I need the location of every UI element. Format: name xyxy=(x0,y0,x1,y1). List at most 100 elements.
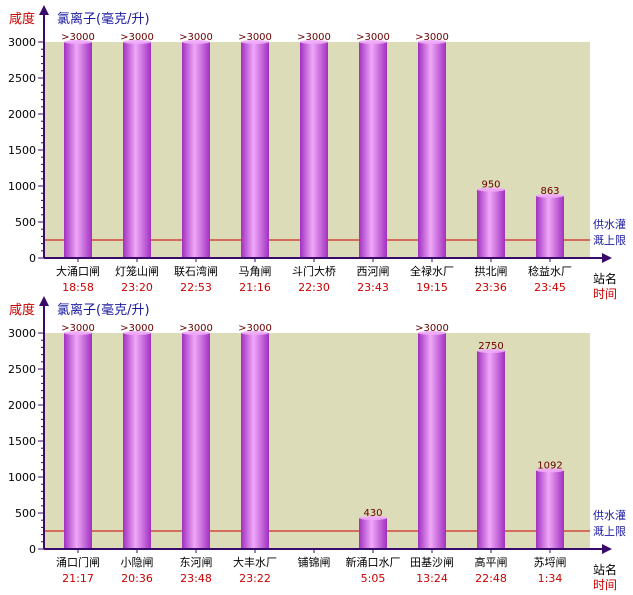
x-axis-title-station: 站名 xyxy=(593,271,617,286)
time-label: 20:36 xyxy=(121,572,153,585)
y-tick-label: 500 xyxy=(15,216,36,229)
time-label: 5:05 xyxy=(361,572,386,585)
x-tick-label: 全禄水厂 xyxy=(410,264,454,278)
bar xyxy=(418,42,446,258)
x-tick-label: 田基沙闸 xyxy=(410,556,454,569)
time-label: 21:17 xyxy=(62,572,94,585)
time-label: 13:24 xyxy=(416,572,448,585)
y-axis-title-left: 咸度 xyxy=(9,11,35,27)
data-label: >3000 xyxy=(415,323,449,334)
time-label: 18:58 xyxy=(62,281,94,294)
bar xyxy=(182,42,210,258)
bar-cap xyxy=(241,331,269,335)
threshold-label: 溉上限 xyxy=(593,234,626,247)
y-axis-title-right: 氯离子(毫克/升) xyxy=(57,302,150,318)
bar-cap xyxy=(300,40,328,44)
bar-cap xyxy=(418,40,446,44)
data-label: 430 xyxy=(363,508,382,519)
bar xyxy=(477,189,505,258)
bar xyxy=(359,518,387,549)
bar-cap xyxy=(359,40,387,44)
y-axis-arrow xyxy=(39,296,49,306)
data-label: >3000 xyxy=(61,32,95,43)
bar xyxy=(123,333,151,549)
data-label: >3000 xyxy=(120,32,154,43)
data-label: >3000 xyxy=(356,32,390,43)
y-tick-label: 1000 xyxy=(8,180,36,193)
bar-cap xyxy=(64,40,92,44)
bar xyxy=(241,42,269,258)
time-label: 21:16 xyxy=(239,281,271,294)
y-tick-label: 3000 xyxy=(8,327,36,340)
x-tick-label: 东河闸 xyxy=(180,556,213,569)
y-tick-label: 2000 xyxy=(8,108,36,121)
data-label: 863 xyxy=(540,186,559,197)
x-axis-title-time: 时间 xyxy=(593,287,617,301)
x-tick-label: 小隐闸 xyxy=(121,556,154,569)
time-label: 23:36 xyxy=(475,281,507,294)
threshold-label: 供水灌 xyxy=(593,217,626,231)
x-tick-label: 拱北闸 xyxy=(475,264,508,278)
bar xyxy=(300,42,328,258)
y-tick-label: 3000 xyxy=(8,36,36,49)
chart-panel-1: >3000 >3000 >3000 >3000 >3000 >3000 >3000 950 86… xyxy=(8,5,626,301)
time-label: 23:45 xyxy=(534,281,566,294)
y-tick-label: 1000 xyxy=(8,471,36,484)
y-tick-label: 2500 xyxy=(8,72,36,85)
data-label: 950 xyxy=(481,180,500,191)
time-label: 19:15 xyxy=(416,281,448,294)
x-tick-label: 涌口门闸 xyxy=(56,555,100,569)
x-tick-label: 铺锦闸 xyxy=(298,555,331,569)
x-tick-label: 西河闸 xyxy=(357,265,390,278)
bar-cap xyxy=(477,349,505,353)
bar-cap xyxy=(536,468,564,473)
bar xyxy=(241,333,269,549)
bar-cap xyxy=(182,40,210,44)
data-label: >3000 xyxy=(238,32,272,43)
y-tick-label: 2500 xyxy=(8,363,36,376)
bar-cap xyxy=(241,40,269,44)
bar-cap xyxy=(536,193,564,198)
x-tick-label: 苏埒闸 xyxy=(534,556,567,569)
x-tick-label: 大涌口闸 xyxy=(56,264,100,278)
bar xyxy=(418,333,446,549)
x-axis-arrow xyxy=(602,253,612,263)
data-label: >3000 xyxy=(238,323,272,334)
x-axis-arrow xyxy=(602,544,612,554)
time-label: 23:48 xyxy=(180,572,212,585)
y-tick-label: 1500 xyxy=(8,435,36,448)
threshold-label: 供水灌 xyxy=(593,508,626,522)
x-tick-label: 联石湾闸 xyxy=(174,264,218,278)
x-axis-title-station: 站名 xyxy=(593,562,617,577)
data-label: 2750 xyxy=(478,341,503,352)
x-axis-title-time: 时间 xyxy=(593,578,617,591)
y-axis-title-right: 氯离子(毫克/升) xyxy=(57,11,150,27)
time-label: 22:53 xyxy=(180,281,212,294)
y-axis-title-left: 咸度 xyxy=(9,302,35,318)
data-label: >3000 xyxy=(120,323,154,334)
bar-cap xyxy=(123,40,151,44)
bar-cap xyxy=(64,331,92,335)
data-label: >3000 xyxy=(179,32,213,43)
bar-cap xyxy=(182,331,210,335)
bar-cap xyxy=(359,516,387,521)
y-axis-arrow xyxy=(39,5,49,15)
x-tick-label: 大丰水厂 xyxy=(233,555,277,569)
bar xyxy=(359,42,387,258)
bar-cap xyxy=(477,187,505,192)
x-tick-label: 高平闸 xyxy=(475,555,508,569)
data-label: >3000 xyxy=(415,32,449,43)
y-tick-label: 0 xyxy=(29,543,36,556)
bar xyxy=(123,42,151,258)
y-tick-label: 0 xyxy=(29,252,36,265)
data-label: >3000 xyxy=(61,323,95,334)
data-label: >3000 xyxy=(179,323,213,334)
time-label: 23:20 xyxy=(121,281,153,294)
bar xyxy=(477,351,505,549)
time-label: 22:48 xyxy=(475,572,507,585)
bar xyxy=(64,42,92,258)
bar-cap xyxy=(418,331,446,335)
x-tick-label: 马角闸 xyxy=(239,265,272,278)
time-label: 23:22 xyxy=(239,572,271,585)
